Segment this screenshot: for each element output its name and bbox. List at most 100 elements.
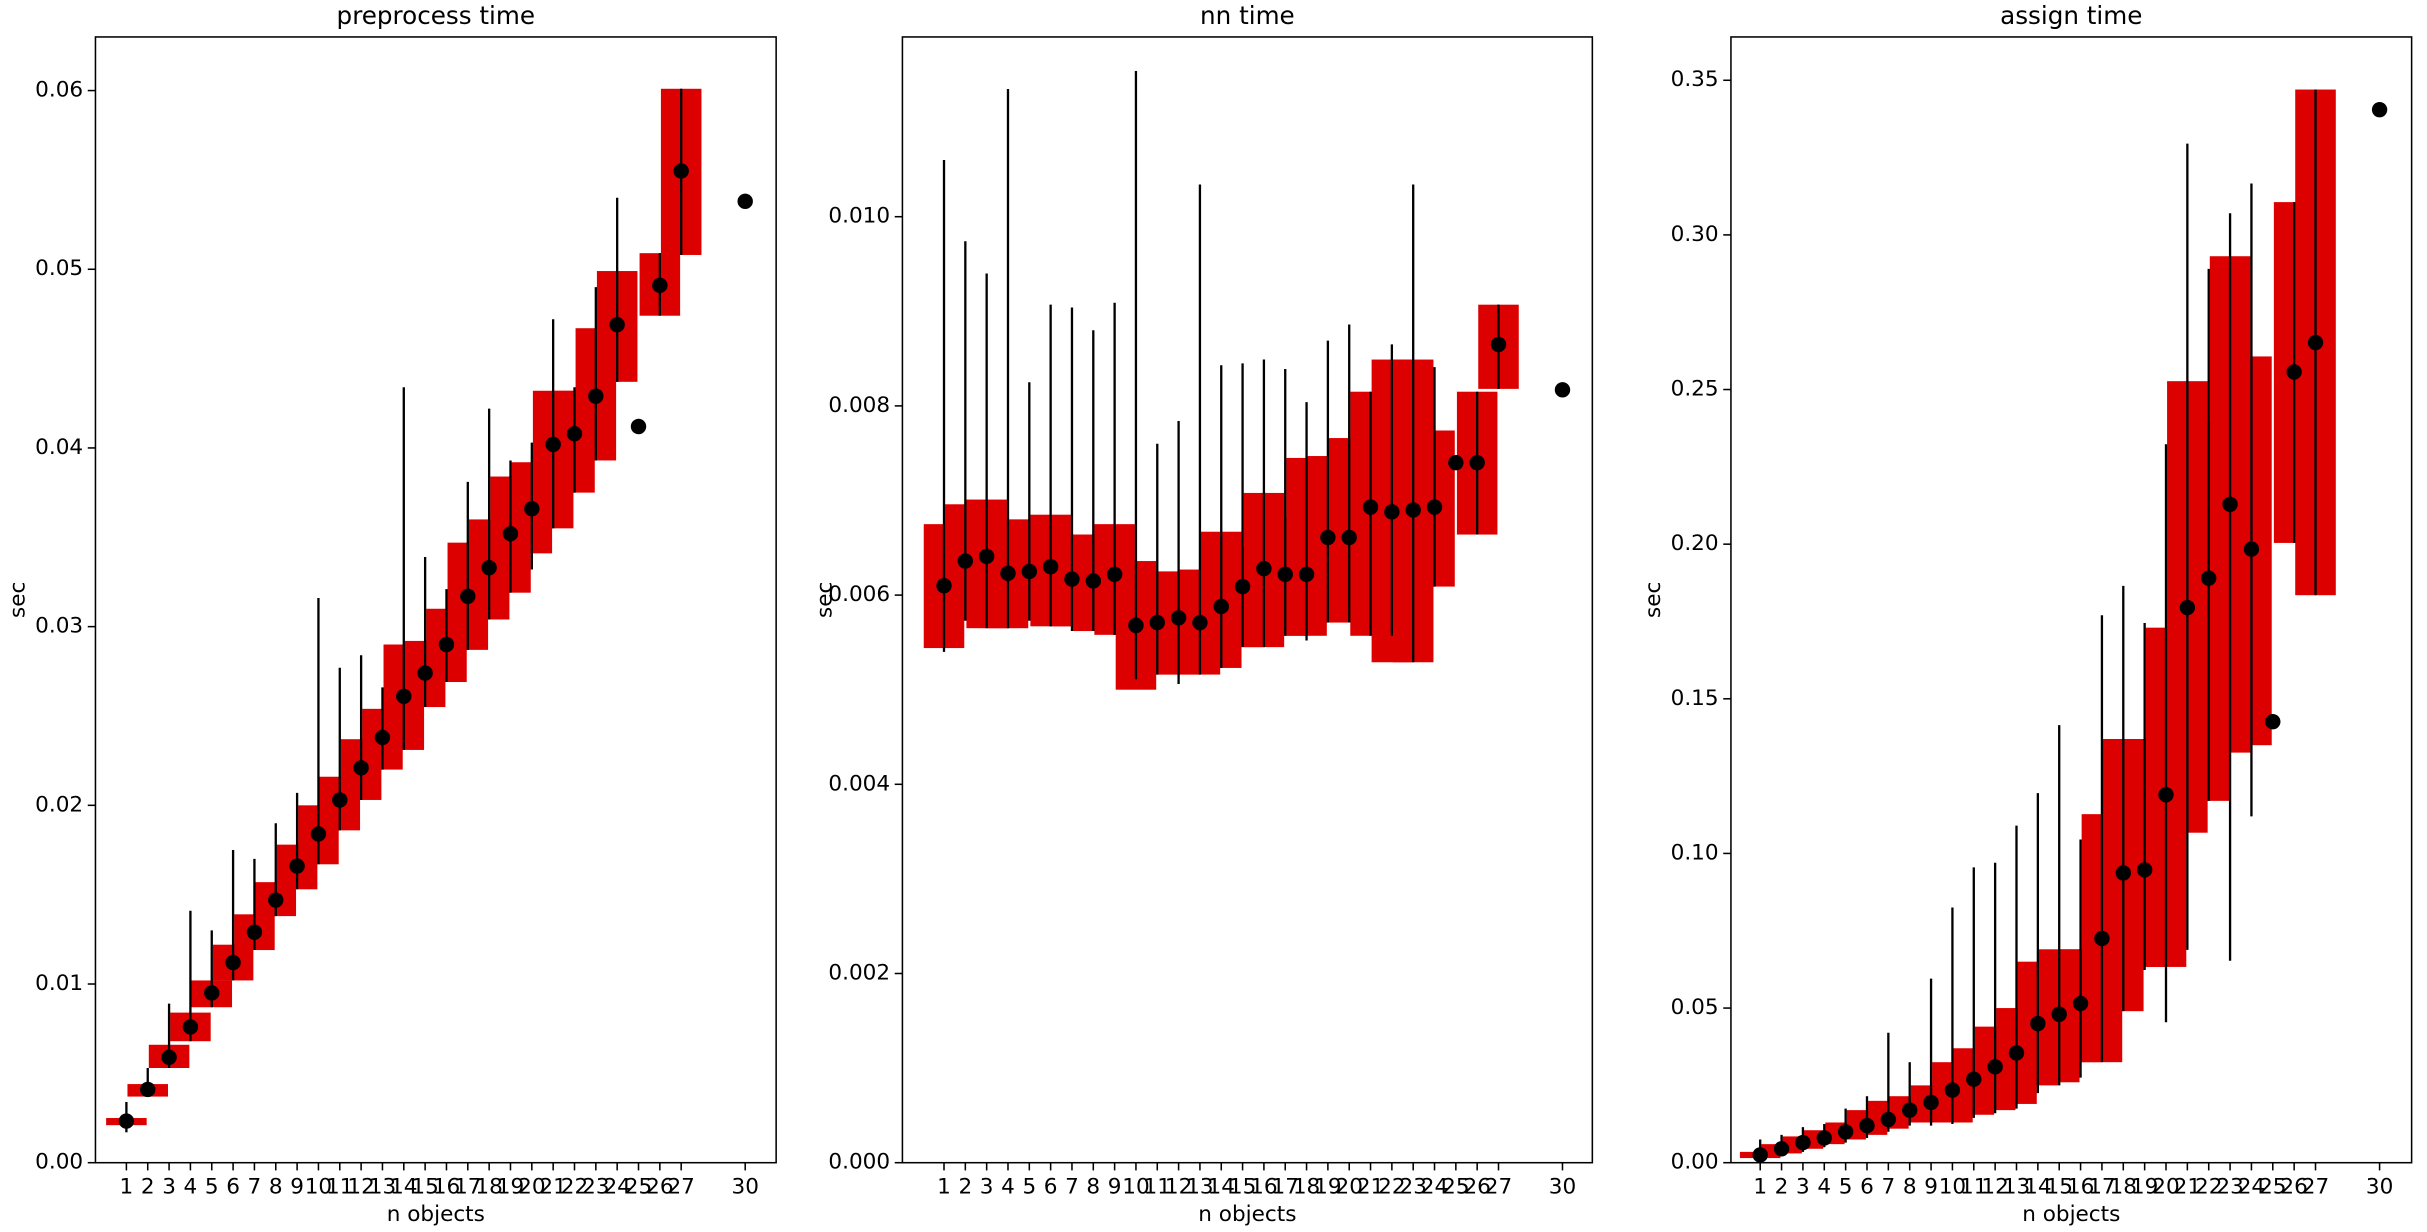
- mean-marker: [140, 1081, 156, 1098]
- x-tick-label: 11: [1960, 1174, 1987, 1199]
- mean-marker: [2072, 995, 2089, 1012]
- x-tick-label: 14: [1208, 1174, 1235, 1199]
- mean-marker: [936, 577, 952, 594]
- x-tick-label: 30: [731, 1174, 758, 1199]
- subplot-title: preprocess time: [337, 1, 535, 30]
- mean-marker: [1837, 1124, 1854, 1140]
- x-tick-label: 16: [1250, 1174, 1277, 1199]
- mean-marker: [289, 858, 305, 874]
- mean-marker: [1106, 566, 1123, 582]
- x-axis-label: n objects: [387, 1202, 485, 1227]
- x-tick-label: 13: [2003, 1174, 2030, 1199]
- y-tick-label: 0.02: [35, 792, 83, 817]
- mean-marker: [1362, 499, 1379, 515]
- x-tick-label: 1: [1753, 1174, 1767, 1199]
- mean-marker: [353, 760, 369, 776]
- y-tick-label: 0.25: [1671, 377, 1719, 402]
- x-tick-label: 3: [980, 1174, 994, 1199]
- mean-marker: [2115, 865, 2131, 881]
- x-tick-label: 22: [561, 1174, 588, 1199]
- x-tick-label: 20: [2152, 1174, 2179, 1199]
- mean-marker: [737, 193, 753, 210]
- x-tick-label: 27: [2302, 1174, 2329, 1199]
- mean-marker: [978, 548, 995, 565]
- x-tick-label: 27: [1485, 1174, 1512, 1199]
- mean-marker: [2008, 1045, 2025, 1061]
- x-tick-label: 5: [1022, 1174, 1036, 1199]
- mean-marker: [1405, 502, 1421, 518]
- mean-marker: [1816, 1130, 1832, 1146]
- mean-marker: [118, 1113, 135, 1129]
- y-tick-label: 0.000: [828, 1150, 890, 1175]
- x-tick-label: 22: [2195, 1174, 2222, 1199]
- mean-marker: [1880, 1111, 1897, 1128]
- mean-marker: [1469, 454, 1485, 471]
- y-tick-label: 0.04: [35, 435, 83, 460]
- mean-marker: [1298, 566, 1315, 582]
- subplot: preprocess time n objects sec 0.00 0.01 0.02 0…: [5, 1, 777, 1227]
- mean-marker: [2243, 541, 2260, 557]
- mean-marker: [2222, 496, 2238, 512]
- mean-marker: [396, 688, 412, 705]
- x-tick-label: 24: [2238, 1174, 2265, 1199]
- x-axis-label: n objects: [1198, 1202, 1296, 1227]
- x-tick-label: 1: [937, 1174, 951, 1199]
- x-tick-label: 1: [120, 1174, 134, 1199]
- x-tick-label: 2: [1775, 1174, 1789, 1199]
- y-tick-label: 0.35: [1671, 67, 1719, 92]
- axes-frame: [901, 36, 1594, 1164]
- mean-marker: [588, 388, 604, 404]
- x-tick-label: 8: [269, 1174, 283, 1199]
- x-tick-label: 7: [1065, 1174, 1079, 1199]
- x-tick-label: 24: [603, 1174, 630, 1199]
- subplot: nn time n objects sec 0.000 0.002 0.004 0.006 0…: [812, 1, 1594, 1227]
- x-tick-label: 10: [1122, 1174, 1149, 1199]
- mean-marker: [1859, 1117, 1875, 1134]
- mean-marker: [502, 526, 519, 542]
- x-tick-label: 18: [475, 1174, 502, 1199]
- x-tick-label: 4: [1001, 1174, 1015, 1199]
- x-tick-label: 19: [2131, 1174, 2158, 1199]
- x-tick-label: 30: [1549, 1174, 1576, 1199]
- mean-marker: [417, 665, 433, 681]
- mean-marker: [438, 636, 455, 653]
- mean-marker: [1944, 1082, 1961, 1098]
- x-tick-label: 6: [226, 1174, 240, 1199]
- x-tick-label: 21: [2174, 1174, 2201, 1199]
- mean-marker: [204, 985, 220, 1001]
- x-tick-label: 16: [433, 1174, 460, 1199]
- mean-marker: [1902, 1102, 1918, 1118]
- mean-marker: [1149, 614, 1165, 631]
- y-tick-label: 0.00: [1671, 1150, 1719, 1175]
- mean-marker: [2030, 1015, 2046, 1032]
- mean-marker: [374, 729, 391, 746]
- x-tick-label: 9: [1108, 1174, 1122, 1199]
- mean-marker: [1341, 529, 1357, 546]
- y-axis-label: sec: [1641, 582, 1666, 618]
- x-tick-label: 23: [1399, 1174, 1426, 1199]
- y-tick-label: 0.06: [35, 78, 83, 103]
- mean-marker: [1923, 1094, 1939, 1111]
- mean-marker: [2179, 599, 2196, 616]
- x-tick-label: 17: [454, 1174, 481, 1199]
- x-tick-label: 17: [2088, 1174, 2115, 1199]
- axes-frame: [94, 36, 777, 1164]
- y-tick-label: 0.008: [828, 393, 890, 418]
- x-tick-label: 7: [248, 1174, 262, 1199]
- x-tick-label: 6: [1044, 1174, 1058, 1199]
- x-tick-label: 19: [1314, 1174, 1341, 1199]
- mean-marker: [1042, 559, 1059, 575]
- y-tick-label: 0.15: [1671, 686, 1719, 711]
- mean-marker: [1213, 598, 1229, 615]
- mean-marker: [1064, 571, 1080, 587]
- mean-marker: [1773, 1141, 1790, 1157]
- y-tick-label: 0.002: [828, 961, 890, 986]
- mean-marker: [1426, 499, 1443, 515]
- mean-marker: [1277, 566, 1293, 582]
- mean-marker: [1554, 382, 1571, 398]
- mean-marker: [1234, 578, 1251, 595]
- x-tick-label: 17: [1272, 1174, 1299, 1199]
- x-tick-label: 4: [1817, 1174, 1831, 1199]
